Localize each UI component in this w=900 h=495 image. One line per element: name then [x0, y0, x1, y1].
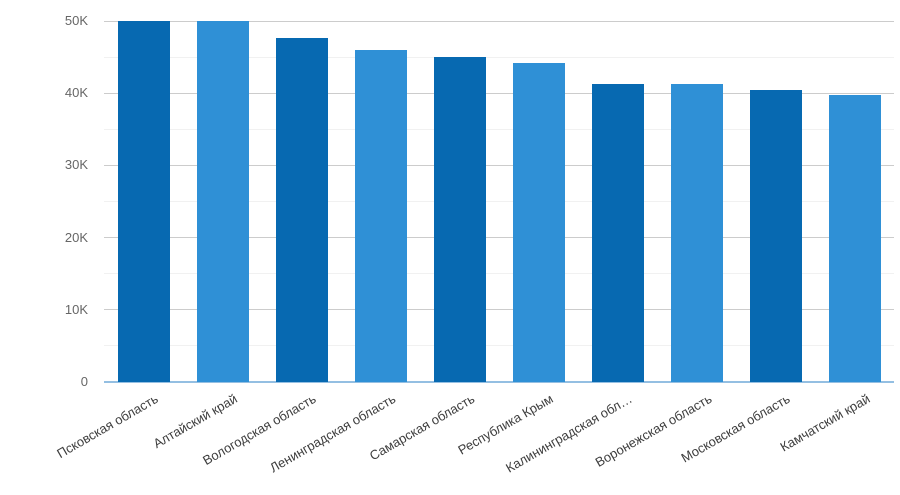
bar[interactable] [828, 94, 881, 382]
gridline-minor [104, 56, 894, 58]
x-tick-label: Республика Крым [455, 391, 556, 458]
x-tick-label: Самарская область [366, 391, 477, 464]
bar[interactable] [591, 83, 644, 382]
y-tick-label: 40K [64, 85, 88, 101]
bar[interactable] [275, 37, 328, 382]
bar[interactable] [512, 62, 565, 382]
y-tick-label: 50K [64, 13, 88, 28]
x-tick-label: Алтайский край [150, 391, 240, 452]
gridline-major [104, 309, 894, 311]
gridline-minor [104, 273, 894, 275]
x-axis-line [104, 381, 894, 383]
x-tick-label: Воронежская область [592, 391, 714, 470]
x-tick-label: Псковская область [54, 391, 161, 462]
y-tick-label: 30K [64, 157, 88, 173]
x-tick-label: Ленинградская область [266, 391, 398, 476]
x-tick-label: Московская область [678, 391, 793, 466]
x-tick-label: Камчатский край [777, 391, 872, 455]
y-tick-label: 20K [64, 229, 88, 245]
x-tick-label: Калининградская обл… [503, 391, 635, 476]
bar[interactable] [749, 89, 802, 382]
bar[interactable] [117, 21, 170, 382]
bar[interactable] [433, 57, 486, 382]
gridline-major [104, 20, 894, 22]
y-tick-label: 10K [64, 301, 88, 317]
gridline-major [104, 92, 894, 94]
gridline-major [104, 237, 894, 239]
bar[interactable] [354, 49, 407, 382]
gridline-major [104, 164, 894, 166]
gridline-minor [104, 345, 894, 347]
gridline-minor [104, 201, 894, 202]
gridline-minor [104, 128, 894, 130]
y-tick-label: 0 [80, 374, 88, 389]
bar[interactable] [196, 21, 249, 382]
plot-area [104, 0, 894, 383]
bar[interactable] [670, 83, 723, 382]
x-tick-label: Вологодская область [200, 391, 319, 469]
